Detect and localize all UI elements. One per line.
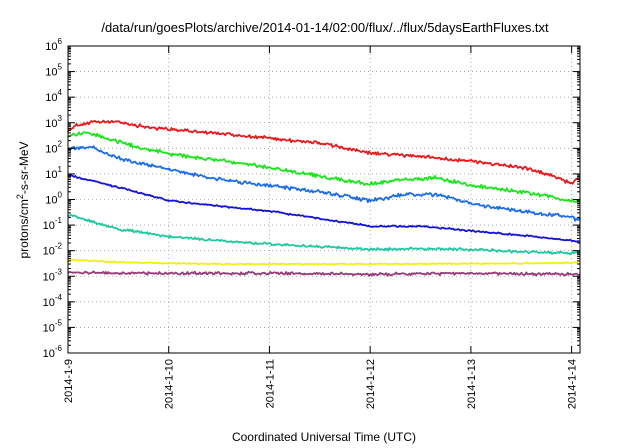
y-axis-label-sup: 2 bbox=[15, 194, 25, 199]
y-tick-base: 10 bbox=[45, 67, 57, 79]
x-tick-label: 2014-1-13 bbox=[466, 359, 478, 409]
series-line-2 bbox=[68, 131, 581, 203]
x-axis-label: Coordinated Universal Time (UTC) bbox=[232, 430, 416, 444]
y-tick-label: 101 bbox=[45, 165, 62, 181]
chart-title: /data/run/goesPlots/archive/2014-01-14/0… bbox=[101, 20, 549, 35]
y-axis-ticks: 10610510410310210110010-110-210-310-410-… bbox=[43, 37, 580, 360]
y-tick-power: -5 bbox=[55, 318, 63, 327]
y-tick-label: 10-1 bbox=[43, 216, 63, 232]
y-tick-power: -4 bbox=[55, 293, 63, 302]
y-tick-label: 103 bbox=[45, 114, 62, 130]
y-tick-base: 10 bbox=[45, 41, 57, 53]
y-tick-power: 2 bbox=[58, 139, 63, 148]
y-tick-label: 10-6 bbox=[43, 344, 63, 360]
series-line-3 bbox=[67, 145, 581, 222]
y-tick-label: 100 bbox=[45, 191, 62, 207]
y-tick-base: 10 bbox=[43, 322, 55, 334]
series-line-1 bbox=[67, 119, 581, 185]
y-tick-label: 10-2 bbox=[43, 242, 63, 258]
series-line-6 bbox=[68, 258, 581, 266]
y-tick-label: 106 bbox=[45, 37, 62, 53]
y-tick-power: 6 bbox=[58, 37, 63, 46]
y-tick-base: 10 bbox=[45, 195, 57, 207]
y-tick-power: -6 bbox=[55, 344, 63, 353]
y-tick-power: 5 bbox=[58, 63, 63, 72]
y-tick-base: 10 bbox=[45, 169, 57, 181]
y-axis-label: protons/cm2-s-sr-MeV bbox=[15, 141, 31, 258]
y-tick-base: 10 bbox=[43, 348, 55, 360]
y-tick-label: 104 bbox=[45, 88, 62, 104]
series-line-7 bbox=[67, 270, 581, 277]
y-tick-power: 4 bbox=[58, 88, 63, 97]
y-tick-base: 10 bbox=[43, 220, 55, 232]
y-tick-base: 10 bbox=[45, 92, 57, 104]
y-tick-base: 10 bbox=[43, 297, 55, 309]
y-tick-label: 102 bbox=[45, 139, 62, 155]
y-tick-power: 3 bbox=[58, 114, 63, 123]
series-line-4 bbox=[67, 173, 581, 243]
y-tick-base: 10 bbox=[45, 143, 57, 155]
y-tick-label: 10-3 bbox=[43, 267, 63, 283]
y-tick-base: 10 bbox=[43, 271, 55, 283]
y-axis-label-prefix: protons/cm bbox=[17, 199, 31, 258]
y-tick-base: 10 bbox=[45, 118, 57, 130]
y-tick-power: -2 bbox=[55, 242, 63, 251]
x-axis-ticks: 2014-1-9 2014-1-10 2014-1-11 2014-1-12 2014-… bbox=[63, 46, 579, 409]
y-tick-power: -3 bbox=[55, 267, 63, 276]
y-tick-power: -1 bbox=[55, 216, 63, 225]
y-tick-base: 10 bbox=[43, 246, 55, 258]
x-tick-label: 2014-1-10 bbox=[164, 359, 176, 409]
x-tick-label: 2014-1-11 bbox=[264, 359, 276, 408]
y-tick-power: 0 bbox=[58, 191, 63, 200]
x-tick-label: 2014-1-12 bbox=[365, 359, 377, 409]
series-group bbox=[67, 119, 581, 277]
grid bbox=[68, 46, 580, 353]
x-tick-label: 2014-1-9 bbox=[63, 359, 75, 403]
series-line-5 bbox=[67, 214, 581, 256]
y-axis-label-suffix: -s-sr-MeV bbox=[17, 141, 31, 194]
y-tick-label: 10-4 bbox=[43, 293, 63, 309]
y-tick-label: 105 bbox=[45, 63, 62, 79]
x-tick-label: 2014-1-14 bbox=[567, 359, 579, 409]
y-tick-power: 1 bbox=[58, 165, 63, 174]
y-tick-label: 10-5 bbox=[43, 318, 63, 334]
